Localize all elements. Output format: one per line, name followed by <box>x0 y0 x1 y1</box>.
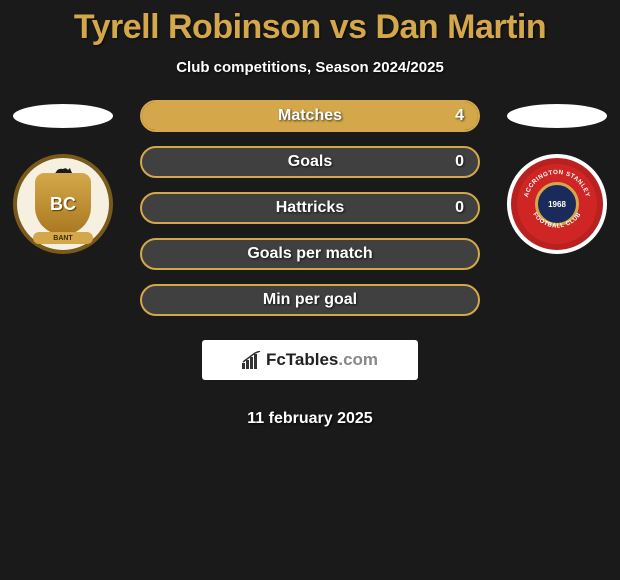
stat-label: Goals per match <box>247 245 372 263</box>
stat-label: Matches <box>278 107 342 125</box>
stats-column: Matches 4 Goals 0 Hattricks 0 Goals per … <box>118 100 502 428</box>
page-title: Tyrell Robinson vs Dan Martin <box>74 8 546 47</box>
stat-bar-min-per-goal: Min per goal <box>140 284 480 316</box>
stat-bar-matches: Matches 4 <box>140 100 480 132</box>
stat-bar-hattricks: Hattricks 0 <box>140 192 480 224</box>
stat-label: Hattricks <box>276 199 344 217</box>
stat-value: 0 <box>455 153 464 171</box>
stat-value: 0 <box>455 199 464 217</box>
crest-left-initials: BC <box>50 194 76 215</box>
stat-bar-goals: Goals 0 <box>140 146 480 178</box>
body-row: BC BANT Matches 4 Goals 0 Hattricks 0 <box>0 100 620 428</box>
player-right-silhouette <box>507 104 607 128</box>
comparison-card: Tyrell Robinson vs Dan Martin Club compe… <box>0 0 620 428</box>
stat-label: Goals <box>288 153 332 171</box>
crest-right-inner: ACCRINGTON STANLEY FOOTBALL CLUB 1968 <box>517 164 597 244</box>
crest-left-banner: BANT <box>33 232 93 244</box>
crest-ring-text-icon: ACCRINGTON STANLEY FOOTBALL CLUB <box>517 164 597 244</box>
svg-text:ACCRINGTON STANLEY: ACCRINGTON STANLEY <box>523 169 591 199</box>
snapshot-date: 11 february 2025 <box>247 410 372 428</box>
player-left-col: BC BANT <box>8 100 118 254</box>
page-subtitle: Club competitions, Season 2024/2025 <box>176 59 444 76</box>
stat-label: Min per goal <box>263 291 357 309</box>
chart-bars-icon <box>242 351 262 369</box>
club-crest-left: BC BANT <box>13 154 113 254</box>
branding-badge: FcTables.com <box>202 340 418 380</box>
shield-icon: BC <box>35 173 91 235</box>
club-crest-right: ACCRINGTON STANLEY FOOTBALL CLUB 1968 <box>507 154 607 254</box>
branding-main: FcTables <box>266 350 338 369</box>
branding-suffix: .com <box>338 350 378 369</box>
stat-value: 4 <box>455 107 464 125</box>
player-left-silhouette <box>13 104 113 128</box>
player-right-col: ACCRINGTON STANLEY FOOTBALL CLUB 1968 <box>502 100 612 254</box>
stat-bar-goals-per-match: Goals per match <box>140 238 480 270</box>
svg-text:FOOTBALL CLUB: FOOTBALL CLUB <box>531 212 583 230</box>
branding-text: FcTables.com <box>266 350 378 370</box>
